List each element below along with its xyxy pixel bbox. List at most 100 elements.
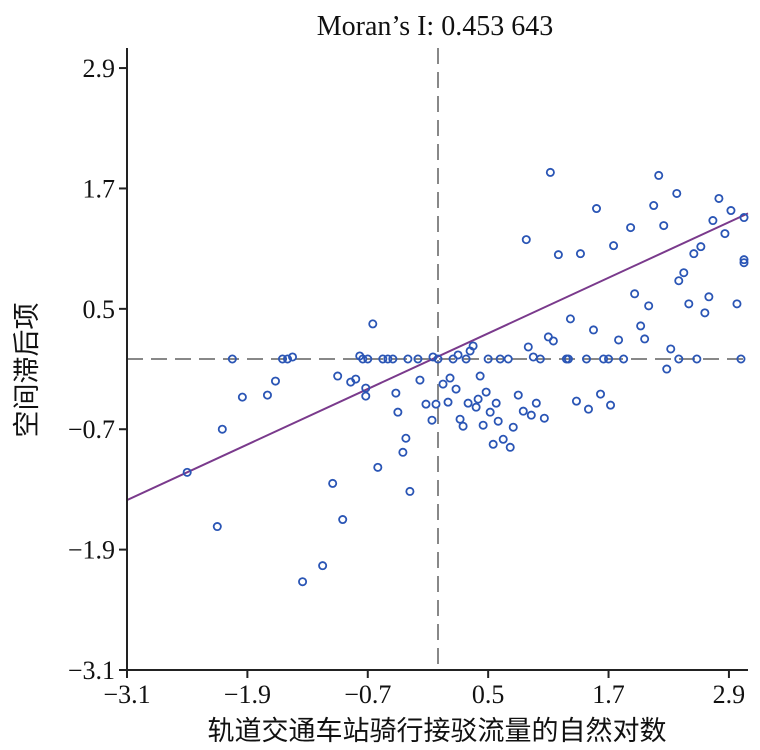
data-point (415, 375, 425, 385)
data-point (363, 354, 373, 364)
data-point (679, 268, 689, 278)
y-tick-label: −0.7 (68, 415, 115, 444)
data-point (270, 376, 280, 386)
data-point (182, 467, 192, 477)
data-point (589, 325, 599, 335)
data-point (428, 352, 438, 362)
data-point (383, 354, 393, 364)
data-point (714, 193, 724, 203)
data-point (393, 407, 403, 417)
x-axis-ticks: −3.1 −1.9 −0.7 0.5 1.7 2.9 (103, 670, 745, 709)
data-point (736, 354, 746, 364)
y-tick-label: −3.1 (68, 656, 115, 685)
data-point (438, 379, 448, 389)
data-point (451, 384, 461, 394)
data-point (478, 420, 488, 430)
data-point (403, 354, 413, 364)
data-point (288, 352, 298, 362)
data-point (398, 447, 408, 457)
data-point (696, 242, 706, 252)
data-point (318, 561, 328, 571)
data-point (453, 350, 463, 360)
data-point (378, 354, 388, 364)
data-point (689, 249, 699, 259)
data-point (581, 354, 591, 364)
data-point (571, 396, 581, 406)
data-point (599, 354, 609, 364)
data-point (427, 415, 437, 425)
x-tick-label: 0.5 (472, 680, 505, 709)
data-point (388, 354, 398, 364)
data-point (461, 354, 471, 364)
data-point (604, 354, 614, 364)
data-point (692, 354, 702, 364)
data-point (277, 354, 287, 364)
data-point (283, 354, 293, 364)
data-point (212, 522, 222, 532)
data-point (649, 201, 659, 211)
y-axis-ticks: −3.1 −1.9 −0.7 0.5 1.7 2.9 (68, 54, 127, 685)
data-point (528, 352, 538, 362)
data-point (726, 206, 736, 216)
data-point (391, 388, 401, 398)
data-point (338, 515, 348, 525)
data-point (666, 344, 676, 354)
data-point (565, 314, 575, 324)
data-point (644, 301, 654, 311)
data-point (654, 170, 664, 180)
data-point (491, 398, 501, 408)
data-point (505, 442, 515, 452)
data-point (298, 577, 308, 587)
data-point (684, 299, 694, 309)
regression-line-group (126, 212, 749, 501)
data-point (614, 335, 624, 345)
data-point (508, 422, 518, 432)
data-point (521, 235, 531, 245)
data-point (468, 341, 478, 351)
chart-title: Moran’s I: 0.453 643 (317, 11, 553, 42)
data-point (217, 424, 227, 434)
data-point (523, 342, 533, 352)
data-points (182, 167, 749, 587)
data-point (674, 354, 684, 364)
data-point (488, 439, 498, 449)
data-point (535, 354, 545, 364)
data-point (640, 334, 650, 344)
x-tick-label: −0.7 (344, 680, 391, 709)
regression-line (126, 212, 749, 501)
x-tick-label: −1.9 (224, 680, 271, 709)
data-point (539, 413, 549, 423)
data-point (739, 258, 749, 268)
data-point (473, 394, 483, 404)
data-point (471, 402, 481, 412)
data-point (636, 321, 646, 331)
data-point (732, 299, 742, 309)
data-point (606, 400, 616, 410)
data-point (563, 354, 573, 364)
data-point (361, 391, 371, 401)
data-point (431, 399, 441, 409)
data-point (545, 167, 555, 177)
data-point (463, 398, 473, 408)
data-point (708, 216, 718, 226)
data-point (405, 486, 415, 496)
data-point (531, 398, 541, 408)
data-point (700, 308, 710, 318)
data-point (481, 387, 491, 397)
data-point (485, 407, 495, 417)
y-tick-label: −1.9 (68, 536, 115, 565)
x-tick-label: 2.9 (713, 680, 746, 709)
data-point (630, 289, 640, 299)
data-point (592, 204, 602, 214)
data-point (575, 249, 585, 259)
data-point (704, 292, 714, 302)
x-tick-label: 1.7 (592, 680, 625, 709)
data-point (674, 276, 684, 286)
data-point (662, 364, 672, 374)
data-point (401, 433, 411, 443)
data-point (262, 390, 272, 400)
data-point (413, 354, 423, 364)
data-point (445, 373, 455, 383)
data-point (443, 397, 453, 407)
data-point (421, 399, 431, 409)
